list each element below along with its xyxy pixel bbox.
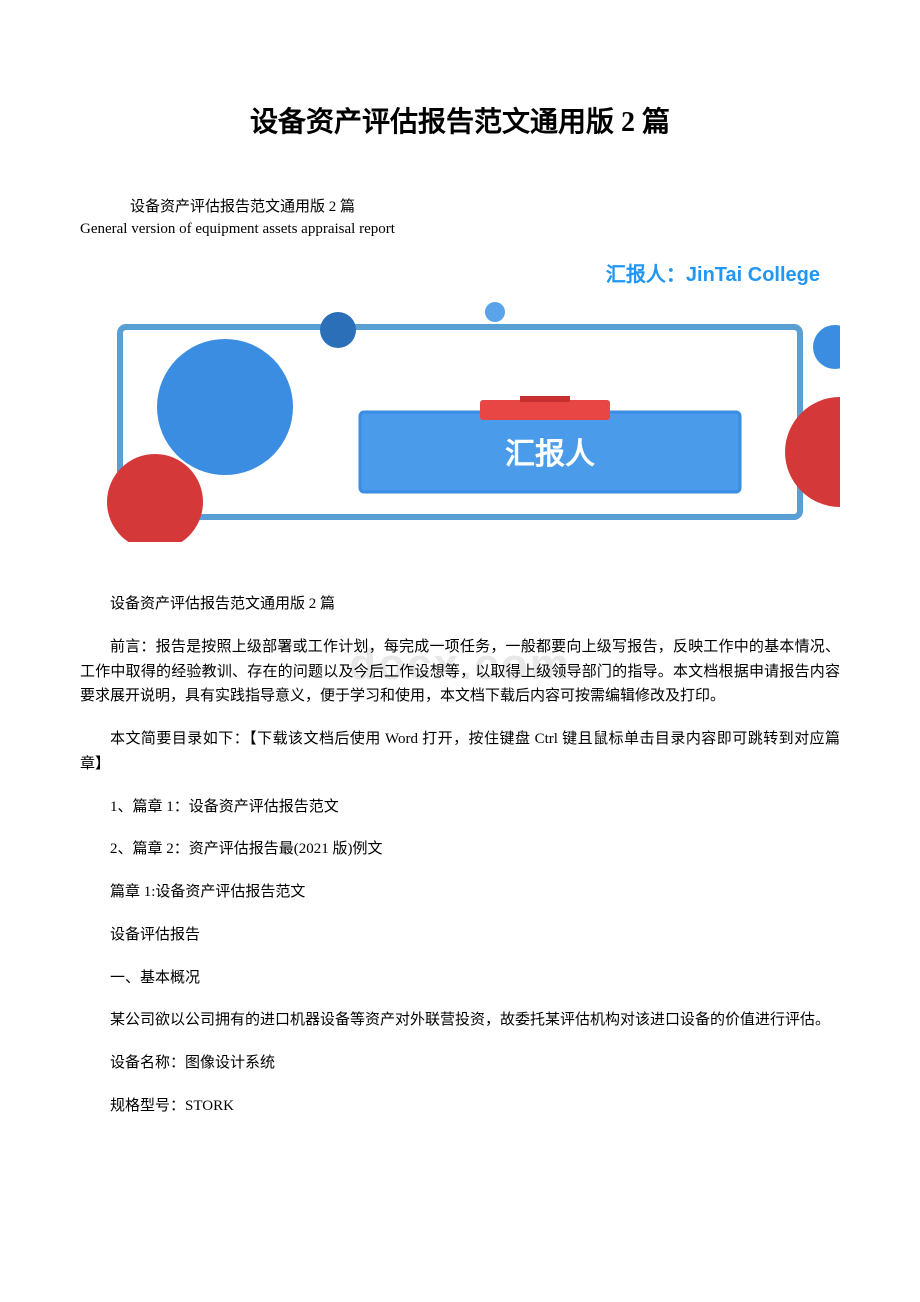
subtitle-chinese: 设备资产评估报告范文通用版 2 篇 — [130, 195, 840, 216]
device-name-line: 设备名称：图像设计系统 — [80, 1051, 840, 1076]
section1-heading: 一、基本概况 — [80, 966, 840, 991]
subtitle-english: General version of equipment assets appr… — [80, 221, 840, 238]
toc-item-1: 1、篇章 1：设备资产评估报告范文 — [80, 795, 840, 820]
document-page: 设备资产评估报告范文通用版 2 篇 设备资产评估报告范文通用版 2 篇 Gene… — [0, 0, 920, 1177]
overview-paragraph: 某公司欲以公司拥有的进口机器设备等资产对外联营投资，故委托某评估机构对该进口设备… — [80, 1008, 840, 1033]
chapter1-title: 篇章 1:设备资产评估报告范文 — [80, 880, 840, 905]
model-line: 规格型号：STORK — [80, 1094, 840, 1119]
body-heading: 设备资产评估报告范文通用版 2 篇 — [80, 592, 840, 617]
page-title: 设备资产评估报告范文通用版 2 篇 — [80, 100, 840, 140]
decorative-graphic: 汇报人 — [80, 302, 840, 542]
reporter-label: 汇报人：JinTai College — [80, 258, 820, 287]
toc-item-2: 2、篇章 2：资产评估报告最(2021 版)例文 — [80, 837, 840, 862]
preface-paragraph: 前言：报告是按照上级部署或工作计划，每完成一项任务，一般都要向上级写报告，反映工… — [80, 635, 840, 709]
document-body: 设备资产评估报告范文通用版 2 篇 前言：报告是按照上级部署或工作计划，每完成一… — [80, 592, 840, 1119]
report-title: 设备评估报告 — [80, 923, 840, 948]
graphic-box-label: 汇报人 — [505, 438, 595, 471]
toc-intro: 本文简要目录如下：【下载该文档后使用 Word 打开，按住键盘 Ctrl 键且鼠… — [80, 727, 840, 777]
